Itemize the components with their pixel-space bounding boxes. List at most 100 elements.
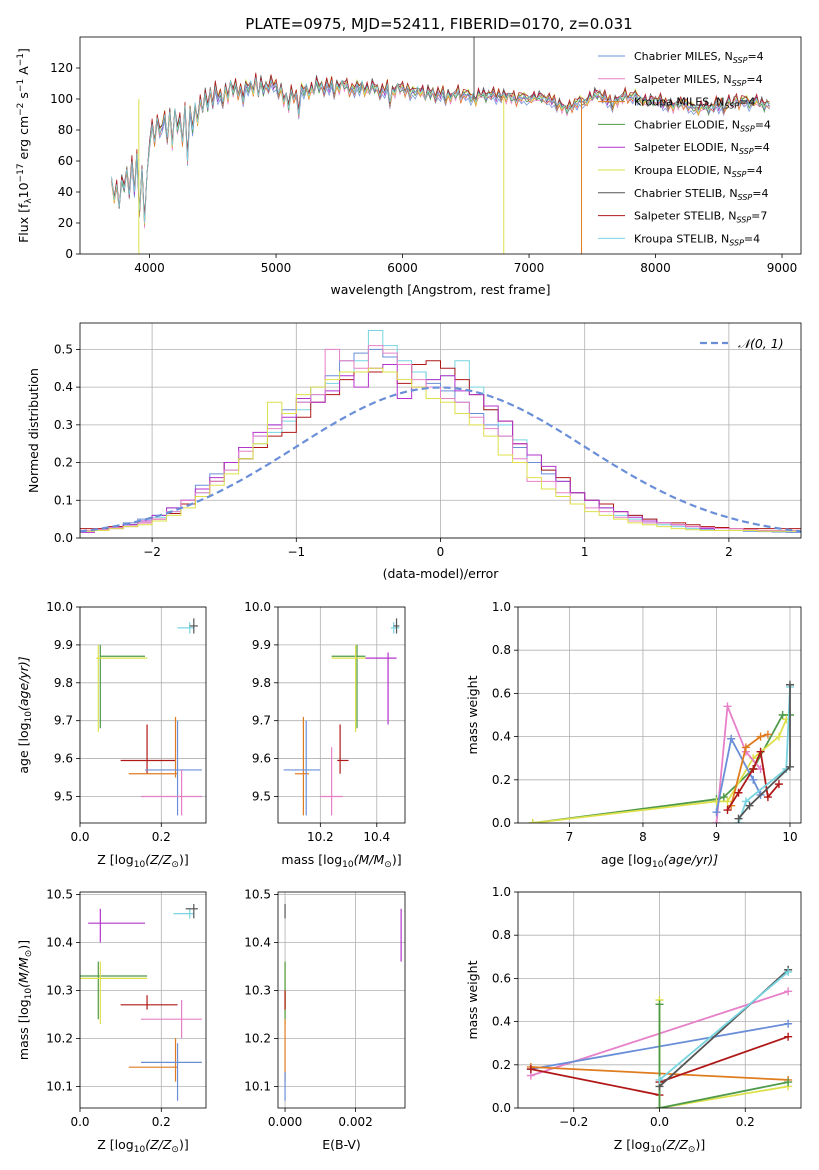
y-tick-label: 20 (58, 216, 73, 230)
x-tick-label: 0.0 (70, 1115, 89, 1129)
legend-entry-salpeter-stelib: Salpeter STELIB, NSSP=7 (634, 210, 767, 225)
label-part: A (16, 66, 31, 79)
mass-vs-extinction-panel: 0.000 0.002 10.1 10.2 10.3 10.4 10.5 E(B-V) (244, 887, 406, 1152)
label-part: (Z/Z (662, 1137, 689, 1152)
x-tick-label: 7000 (514, 261, 545, 275)
weight-marker-chabrier-elodie (719, 793, 728, 802)
x-tick-label: 10.2 (307, 830, 334, 844)
plot-area (80, 330, 801, 538)
legend-entry-chabrier-miles: Chabrier MILES, NSSP=4 (634, 50, 764, 65)
weight-line-kroupa-miles (730, 733, 769, 806)
x-tick-label: 9 (713, 830, 721, 844)
y-tick-label: 10.2 (46, 1031, 73, 1045)
y-tick-label: 10.3 (46, 983, 73, 997)
label-part: −17 (16, 163, 26, 182)
legend-n: N (721, 232, 729, 245)
x-axis-label: (data-model)/error (383, 566, 500, 581)
legend-name: Salpeter MILES, (634, 73, 723, 86)
legend-n-sub: SSP (729, 238, 744, 247)
label-part: −1 (16, 79, 26, 92)
plot-area (283, 618, 400, 816)
weight-line-kroupa-elodie (532, 718, 788, 823)
y-tick-label: 10.5 (244, 887, 271, 901)
plot-area (528, 680, 794, 823)
x-tick-label: 5000 (261, 261, 292, 275)
label-part: (Z/Z (145, 852, 172, 867)
weight-marker-kroupa-elodie (774, 732, 783, 741)
y-tick-label: 0.4 (54, 380, 73, 394)
label-part: 10 (134, 1145, 146, 1155)
legend-entry-kroupa-miles: Kroupa MILES, NSSP=4 (634, 96, 755, 111)
y-tick-label: 9.5 (252, 789, 271, 803)
x-axis-label: mass [log10(M/M⊙)] (281, 852, 401, 870)
plot-area (284, 904, 402, 1101)
plot-area (111, 37, 770, 254)
x-axis-label: wavelength [Angstrom, rest frame] (330, 282, 550, 297)
label-part: mass [log (16, 999, 31, 1060)
label-part: mass [log (281, 852, 342, 867)
legend-n-sub: SSP (732, 79, 747, 88)
weight-marker-salpeter-stelib (723, 806, 732, 815)
spectrum-line-salpeter-stelib (111, 72, 770, 219)
weight-marker-chabrier-elodie (784, 1078, 793, 1087)
x-tick-label: 0.2 (736, 1115, 755, 1129)
x-tick-label: 4000 (134, 261, 165, 275)
weight-marker-kroupa-miles (763, 730, 772, 739)
legend-name: Kroupa ELODIE, (634, 164, 723, 177)
y-axis-label: mass weight (465, 675, 480, 754)
y-tick-label: 0.3 (54, 418, 73, 432)
weight-marker-chabrier-elodie (778, 711, 787, 719)
label-part: Z [log (97, 852, 133, 867)
legend-n-value: =4 (746, 73, 762, 86)
weight-marker-salpeter-miles (723, 702, 732, 711)
label-part: 10 (24, 988, 34, 1000)
y-tick-label: 80 (58, 123, 73, 137)
legend-name: Kroupa STELIB, (634, 232, 721, 245)
weight-marker-salpeter-stelib (774, 780, 783, 789)
y-axis-label: mass weight (465, 960, 480, 1039)
x-tick-label: 0.2 (152, 1115, 171, 1129)
y-tick-label: 0 (65, 247, 73, 261)
legend-n: N (731, 141, 739, 154)
legend-name: Chabrier MILES, (634, 50, 725, 63)
legend-entry-kroupa-elodie: Kroupa ELODIE, NSSP=4 (634, 164, 763, 179)
legend-n: N (723, 164, 731, 177)
legend-n-sub: SSP (733, 56, 748, 65)
label-part: )] (179, 1137, 189, 1152)
legend-n-sub: SSP (740, 124, 755, 133)
weight-marker-salpeter-stelib (763, 793, 772, 802)
weight-marker-chabrier-elodie (655, 1104, 664, 1108)
label-part: erg cm (16, 116, 31, 164)
axes-frame (79, 891, 207, 1109)
label-part: )] (695, 1137, 705, 1152)
x-axis-label: E(B-V) (322, 1137, 361, 1152)
label-part: ⊙ (24, 950, 34, 958)
weight-marker-chabrier-stelib (785, 762, 794, 771)
weight-marker-salpeter-stelib (784, 1032, 793, 1041)
y-tick-label: 10.4 (244, 935, 271, 949)
y-tick-label: 0.5 (54, 342, 73, 356)
weight-line-chabrier-elodie (658, 1004, 789, 1108)
y-tick-label: 120 (50, 61, 73, 75)
weight-marker-kroupa-stelib (784, 967, 793, 976)
weight-marker-salpeter-stelib (526, 1065, 535, 1074)
x-tick-label: 8 (639, 830, 647, 844)
x-tick-label: 10.4 (363, 830, 390, 844)
label-part: Z [log (97, 1137, 133, 1152)
y-tick-label: 0.6 (492, 686, 511, 700)
x-tick-label: 8000 (640, 261, 671, 275)
label-part: (Z/Z (145, 1137, 172, 1152)
weight-line-chabrier-stelib (737, 684, 791, 820)
x-tick-label: 10 (782, 830, 797, 844)
axes-frame (277, 606, 406, 824)
x-tick-label: 2 (725, 545, 733, 559)
label-part: )] (179, 852, 189, 867)
y-tick-label: 0.1 (54, 493, 73, 507)
y-tick-label: 1.0 (492, 885, 511, 899)
weight-marker-chabrier-miles (727, 734, 736, 743)
legend-n: N (716, 96, 724, 109)
y-axis-label: age [log10(age/yr)] (16, 656, 34, 773)
legend-entry-kroupa-stelib: Kroupa STELIB, NSSP=4 (634, 232, 760, 247)
label-part: 10 (24, 711, 34, 723)
y-tick-label: 10.1 (46, 1079, 73, 1093)
